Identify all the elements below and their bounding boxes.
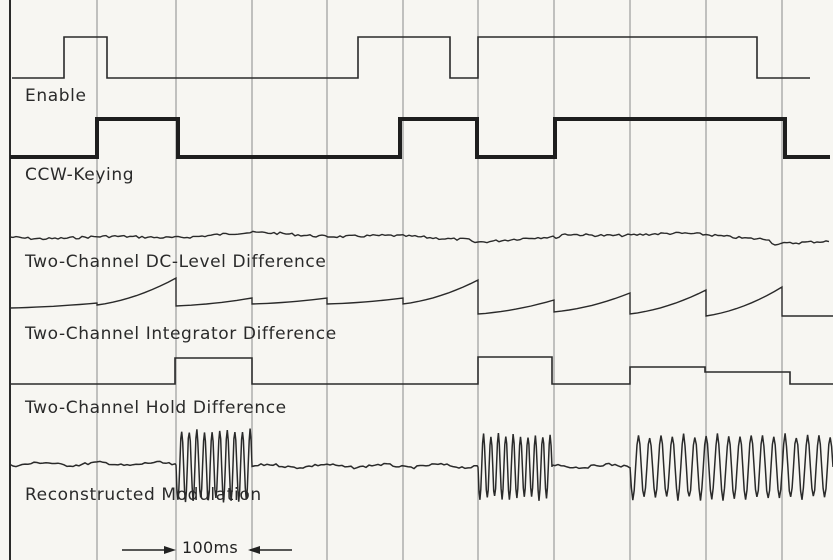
modulation-trace xyxy=(9,428,833,503)
integrator-trace xyxy=(9,276,833,317)
integrator-label: Two-Channel Integrator Difference xyxy=(25,324,337,344)
time-grid xyxy=(96,0,783,560)
ccw-keying-trace xyxy=(10,117,830,159)
dc-level-label: Two-Channel DC-Level Difference xyxy=(25,252,327,272)
dc-level-trace xyxy=(9,230,830,246)
time-scale-marker xyxy=(122,546,292,554)
enable-label: Enable xyxy=(25,86,87,106)
enable-trace xyxy=(12,36,810,79)
time-scale-label: 100ms xyxy=(182,538,238,557)
modulation-label: Reconstructed Modulation xyxy=(25,485,262,505)
hold-trace xyxy=(10,356,833,385)
ccw-keying-label: CCW-Keying xyxy=(25,165,135,185)
hold-label: Two-Channel Hold Difference xyxy=(25,398,287,418)
